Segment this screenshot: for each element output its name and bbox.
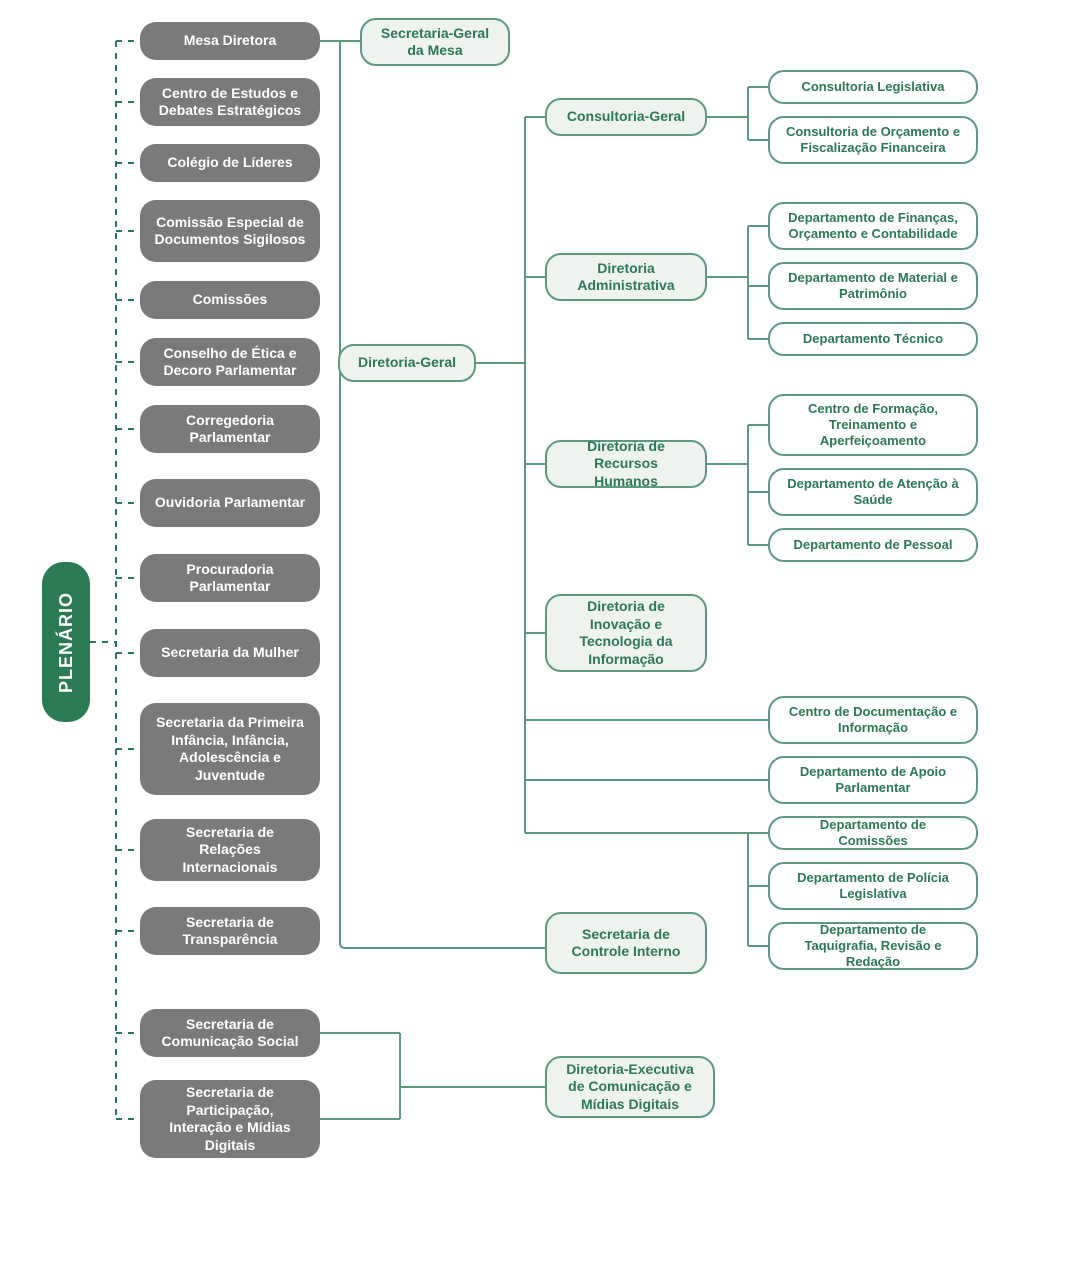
node-secretaria-relacoes: Secretaria de Relações Internacionais [140,819,320,881]
node-procuradoria: Procuradoria Parlamentar [140,554,320,602]
label: Departamento Técnico [803,331,943,347]
node-comissao-documentos: Comissão Especial de Documentos Sigiloso… [140,200,320,262]
node-diretoria-inovacao: Diretoria de Inovação e Tecnologia da In… [545,594,707,672]
node-consultoria-geral: Consultoria-Geral [545,98,707,136]
node-secretaria-controle: Secretaria de Controle Interno [545,912,707,974]
node-secretaria-infancia: Secretaria da Primeira Infância, Infânci… [140,703,320,795]
label: Secretaria de Transparência [154,914,306,949]
node-diretoria-geral: Diretoria-Geral [338,344,476,382]
node-dep-comissoes: Departamento de Comissões [768,816,978,850]
label: Secretaria de Comunicação Social [154,1016,306,1051]
node-dep-tecnico: Departamento Técnico [768,322,978,356]
node-conselho-etica: Conselho de Ética e Decoro Parlamentar [140,338,320,386]
label: Centro de Estudos e Debates Estratégicos [154,85,306,120]
node-plenario: PLENÁRIO [42,562,90,722]
label: Diretoria de Recursos Humanos [561,438,691,491]
node-dep-material: Departamento de Material e Patrimônio [768,262,978,310]
label: Departamento de Comissões [784,817,962,850]
label: Centro de Documentação e Informação [784,704,962,737]
node-diretoria-rh: Diretoria de Recursos Humanos [545,440,707,488]
label: Diretoria-Geral [358,354,456,372]
node-diretoria-admin: Diretoria Administrativa [545,253,707,301]
label: Secretaria de Participação, Interação e … [154,1084,306,1154]
label: Departamento de Apoio Parlamentar [784,764,962,797]
label: PLENÁRIO [55,592,78,693]
label: Conselho de Ética e Decoro Parlamentar [154,345,306,380]
label: Mesa Diretora [184,32,277,50]
label: Departamento de Polícia Legislativa [784,870,962,903]
node-secretaria-geral-mesa: Secretaria-Geral da Mesa [360,18,510,66]
node-centro-formacao: Centro de Formação, Treinamento e Aperfe… [768,394,978,456]
label: Comissões [193,291,268,309]
node-ouvidoria: Ouvidoria Parlamentar [140,479,320,527]
label: Departamento de Pessoal [794,537,953,553]
node-mesa-diretora: Mesa Diretora [140,22,320,60]
label: Secretaria da Mulher [161,644,299,662]
label: Secretaria de Controle Interno [561,926,691,961]
node-secretaria-mulher: Secretaria da Mulher [140,629,320,677]
label: Consultoria de Orçamento e Fiscalização … [784,124,962,157]
label: Colégio de Líderes [167,154,292,172]
node-centro-estudos: Centro de Estudos e Debates Estratégicos [140,78,320,126]
node-consultoria-orcamento: Consultoria de Orçamento e Fiscalização … [768,116,978,164]
label: Diretoria de Inovação e Tecnologia da In… [561,598,691,668]
node-centro-documentacao: Centro de Documentação e Informação [768,696,978,744]
label: Comissão Especial de Documentos Sigiloso… [154,214,306,249]
node-dep-taquigrafia: Departamento de Taquigrafia, Revisão e R… [768,922,978,970]
node-diretoria-executiva-com: Diretoria-Executiva de Comunicação e Míd… [545,1056,715,1118]
node-dep-apoio: Departamento de Apoio Parlamentar [768,756,978,804]
label: Ouvidoria Parlamentar [155,494,305,512]
label: Corregedoria Parlamentar [154,412,306,447]
label: Diretoria Administrativa [561,260,691,295]
label: Consultoria Legislativa [801,79,944,95]
label: Diretoria-Executiva de Comunicação e Míd… [561,1061,699,1114]
label: Departamento de Taquigrafia, Revisão e R… [784,922,962,971]
node-consultoria-legislativa: Consultoria Legislativa [768,70,978,104]
node-secretaria-transparencia: Secretaria de Transparência [140,907,320,955]
node-dep-saude: Departamento de Atenção à Saúde [768,468,978,516]
label: Departamento de Atenção à Saúde [784,476,962,509]
node-comissoes: Comissões [140,281,320,319]
label: Departamento de Material e Patrimônio [784,270,962,303]
node-secretaria-participacao: Secretaria de Participação, Interação e … [140,1080,320,1158]
node-secretaria-comunicacao: Secretaria de Comunicação Social [140,1009,320,1057]
label: Procuradoria Parlamentar [154,561,306,596]
node-corregedoria: Corregedoria Parlamentar [140,405,320,453]
node-colegio-lideres: Colégio de Líderes [140,144,320,182]
label: Centro de Formação, Treinamento e Aperfe… [784,401,962,450]
label: Secretaria-Geral da Mesa [376,25,494,60]
node-dep-financas: Departamento de Finanças, Orçamento e Co… [768,202,978,250]
node-dep-policia: Departamento de Polícia Legislativa [768,862,978,910]
label: Departamento de Finanças, Orçamento e Co… [784,210,962,243]
label: Secretaria de Relações Internacionais [154,824,306,877]
label: Secretaria da Primeira Infância, Infânci… [154,714,306,784]
node-dep-pessoal: Departamento de Pessoal [768,528,978,562]
label: Consultoria-Geral [567,108,685,126]
